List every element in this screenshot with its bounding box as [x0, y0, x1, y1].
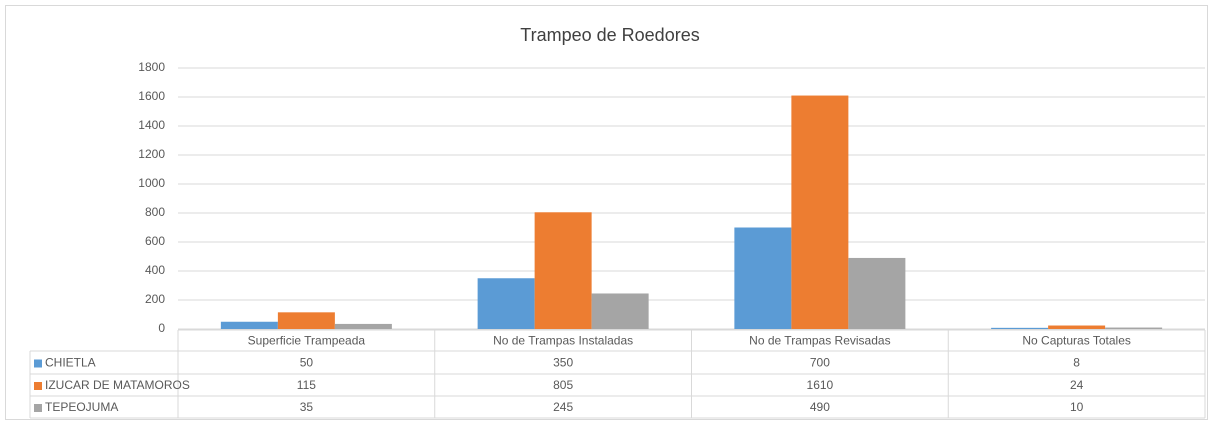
bar: [591, 293, 649, 329]
bar: [848, 257, 906, 329]
y-tick-label: 1600: [138, 89, 165, 103]
bar: [477, 278, 535, 329]
bar: [277, 312, 335, 329]
table-value: 700: [810, 356, 830, 370]
y-tick-label: 1000: [138, 176, 165, 190]
y-tick-label: 400: [145, 263, 165, 277]
bar: [991, 327, 1049, 329]
bar: [1105, 327, 1163, 329]
x-tick-label: Superficie Trampeada: [248, 334, 366, 348]
legend-swatch: [34, 359, 42, 368]
table-value: 24: [1070, 378, 1084, 392]
bar: [534, 212, 592, 329]
y-tick-label: 1200: [138, 147, 165, 161]
legend-label: TEPEOJUMA: [45, 400, 118, 414]
table-value: 35: [300, 400, 314, 414]
bar: [734, 227, 792, 329]
y-tick-label: 800: [145, 205, 165, 219]
bar: [791, 95, 849, 329]
x-tick-label: No Capturas Totales: [1022, 334, 1131, 348]
table-value: 1610: [807, 378, 834, 392]
chart-title: Trampeo de Roedores: [520, 25, 699, 45]
legend-label: CHIETLA: [45, 356, 96, 370]
legend-label: IZUCAR DE MATAMOROS: [45, 378, 190, 392]
table-value: 8: [1073, 356, 1080, 370]
legend-swatch: [34, 404, 42, 412]
x-tick-label: No de Trampas Revisadas: [749, 334, 890, 348]
table-value: 50: [300, 356, 314, 370]
bar: [334, 323, 392, 329]
table-value: 245: [553, 400, 573, 414]
table-value: 490: [810, 400, 830, 414]
table-value: 10: [1070, 400, 1084, 414]
y-tick-label: 1400: [138, 118, 165, 132]
table-value: 805: [553, 378, 573, 392]
y-tick-label: 200: [145, 292, 165, 306]
legend-swatch: [34, 382, 42, 390]
bar: [1048, 325, 1106, 329]
table-value: 115: [297, 378, 316, 392]
y-tick-label: 1800: [138, 60, 165, 74]
table-value: 350: [553, 356, 573, 370]
y-tick-label: 0: [158, 321, 165, 335]
y-tick-label: 600: [145, 234, 165, 248]
bar: [220, 321, 278, 329]
x-tick-label: No de Trampas Instaladas: [493, 334, 633, 348]
